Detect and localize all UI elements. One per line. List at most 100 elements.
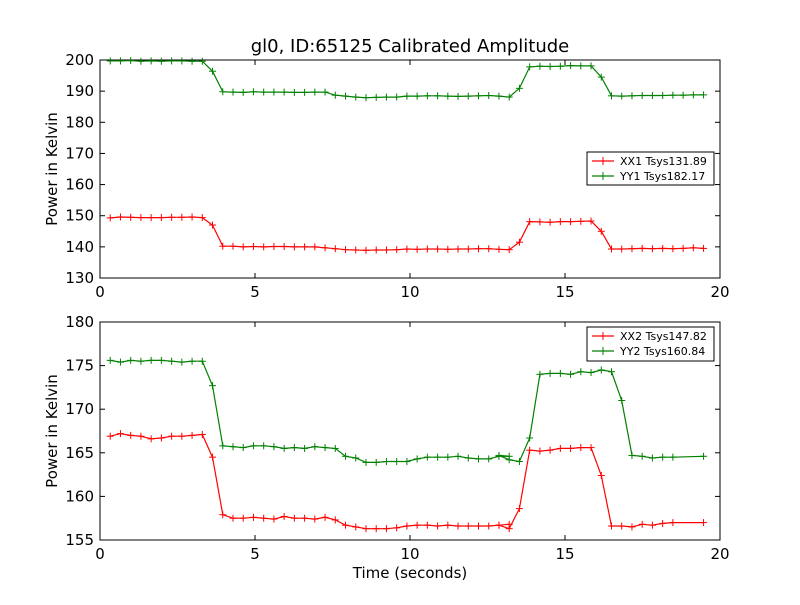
data-point — [444, 245, 452, 253]
data-point — [546, 369, 554, 377]
data-point — [577, 217, 585, 225]
data-point — [556, 218, 564, 226]
data-point — [342, 521, 350, 529]
data-point — [372, 246, 380, 254]
data-point — [188, 357, 196, 365]
data-point — [700, 244, 708, 252]
data-point — [413, 245, 421, 253]
data-point — [475, 92, 483, 100]
data-point — [464, 454, 472, 462]
data-point — [106, 214, 114, 222]
data-point — [178, 213, 186, 221]
data-point — [403, 92, 411, 100]
data-point — [168, 57, 176, 65]
data-point — [403, 458, 411, 466]
data-point — [116, 213, 124, 221]
y-tick-label: 180 — [65, 113, 94, 131]
data-point — [209, 221, 217, 229]
data-point — [127, 57, 135, 65]
data-point — [382, 458, 390, 466]
legend-label: XX2 Tsys147.82 — [620, 330, 707, 343]
data-point — [505, 525, 513, 533]
data-point — [556, 62, 564, 70]
data-point — [413, 455, 421, 463]
data-point — [331, 91, 339, 99]
data-point — [567, 62, 575, 70]
data-point — [434, 92, 442, 100]
y-tick-label: 170 — [65, 144, 94, 162]
y-tick-label: 155 — [65, 531, 94, 549]
x-tick-label: 15 — [555, 545, 574, 563]
data-point — [546, 218, 554, 226]
data-point — [536, 62, 544, 70]
data-point — [495, 92, 503, 100]
data-point — [290, 514, 298, 522]
data-point — [423, 245, 431, 253]
data-point — [127, 431, 135, 439]
data-point — [393, 458, 401, 466]
data-point — [700, 519, 708, 527]
data-point — [638, 92, 646, 100]
data-point — [587, 217, 595, 225]
data-point — [239, 243, 247, 251]
data-point — [372, 93, 380, 101]
data-point — [628, 92, 636, 100]
data-point — [219, 511, 227, 519]
data-point — [536, 370, 544, 378]
data-point — [659, 244, 667, 252]
data-point — [393, 93, 401, 101]
legend-item: YY2 Tsys160.84 — [592, 345, 705, 358]
data-point — [382, 525, 390, 533]
data-point — [352, 523, 360, 531]
data-point — [536, 218, 544, 226]
data-point — [219, 442, 227, 450]
y-tick-label: 150 — [65, 207, 94, 225]
data-point — [229, 242, 237, 250]
data-point — [331, 516, 339, 524]
data-point — [577, 444, 585, 452]
data-point — [168, 213, 176, 221]
data-point — [423, 453, 431, 461]
data-point — [434, 453, 442, 461]
data-point — [260, 514, 268, 522]
x-axis-label: Time (seconds) — [352, 564, 468, 582]
x-tick-label: 5 — [250, 283, 260, 301]
data-point — [147, 214, 155, 222]
data-point — [669, 519, 677, 527]
plot-top: Power in Kelvin 0 5 10 15 20 130 140 150 160 170 18… — [43, 51, 730, 301]
data-point — [178, 358, 186, 366]
data-point — [362, 94, 370, 102]
legend: XX1 Tsys131.89 YY1 Tsys182.17 — [586, 151, 715, 186]
legend-label: YY1 Tsys182.17 — [619, 170, 705, 183]
data-point — [423, 521, 431, 529]
data-point — [454, 92, 462, 100]
legend-item: YY1 Tsys182.17 — [592, 170, 705, 183]
y-axis-label: Power in Kelvin — [43, 374, 61, 488]
data-point — [628, 245, 636, 253]
data-point — [526, 63, 534, 71]
x-tick-label: 0 — [95, 283, 105, 301]
data-point — [505, 456, 513, 464]
data-point — [219, 242, 227, 250]
data-point — [546, 446, 554, 454]
legend-label: YY2 Tsys160.84 — [619, 345, 705, 358]
x-tick-label: 5 — [250, 545, 260, 563]
legend-item: XX2 Tsys147.82 — [592, 330, 707, 343]
data-point — [188, 57, 196, 65]
data-point — [454, 452, 462, 460]
data-point — [659, 453, 667, 461]
data-point — [475, 245, 483, 253]
data-point — [679, 244, 687, 252]
data-point — [597, 471, 605, 479]
data-point — [648, 92, 656, 100]
data-point — [290, 444, 298, 452]
data-point — [597, 366, 605, 374]
data-point — [301, 88, 309, 96]
data-point — [331, 444, 339, 452]
data-point — [229, 514, 237, 522]
x-tick-label: 10 — [400, 545, 419, 563]
data-point — [157, 356, 165, 364]
data-point — [485, 522, 493, 530]
data-point — [556, 369, 564, 377]
data-point — [536, 447, 544, 455]
